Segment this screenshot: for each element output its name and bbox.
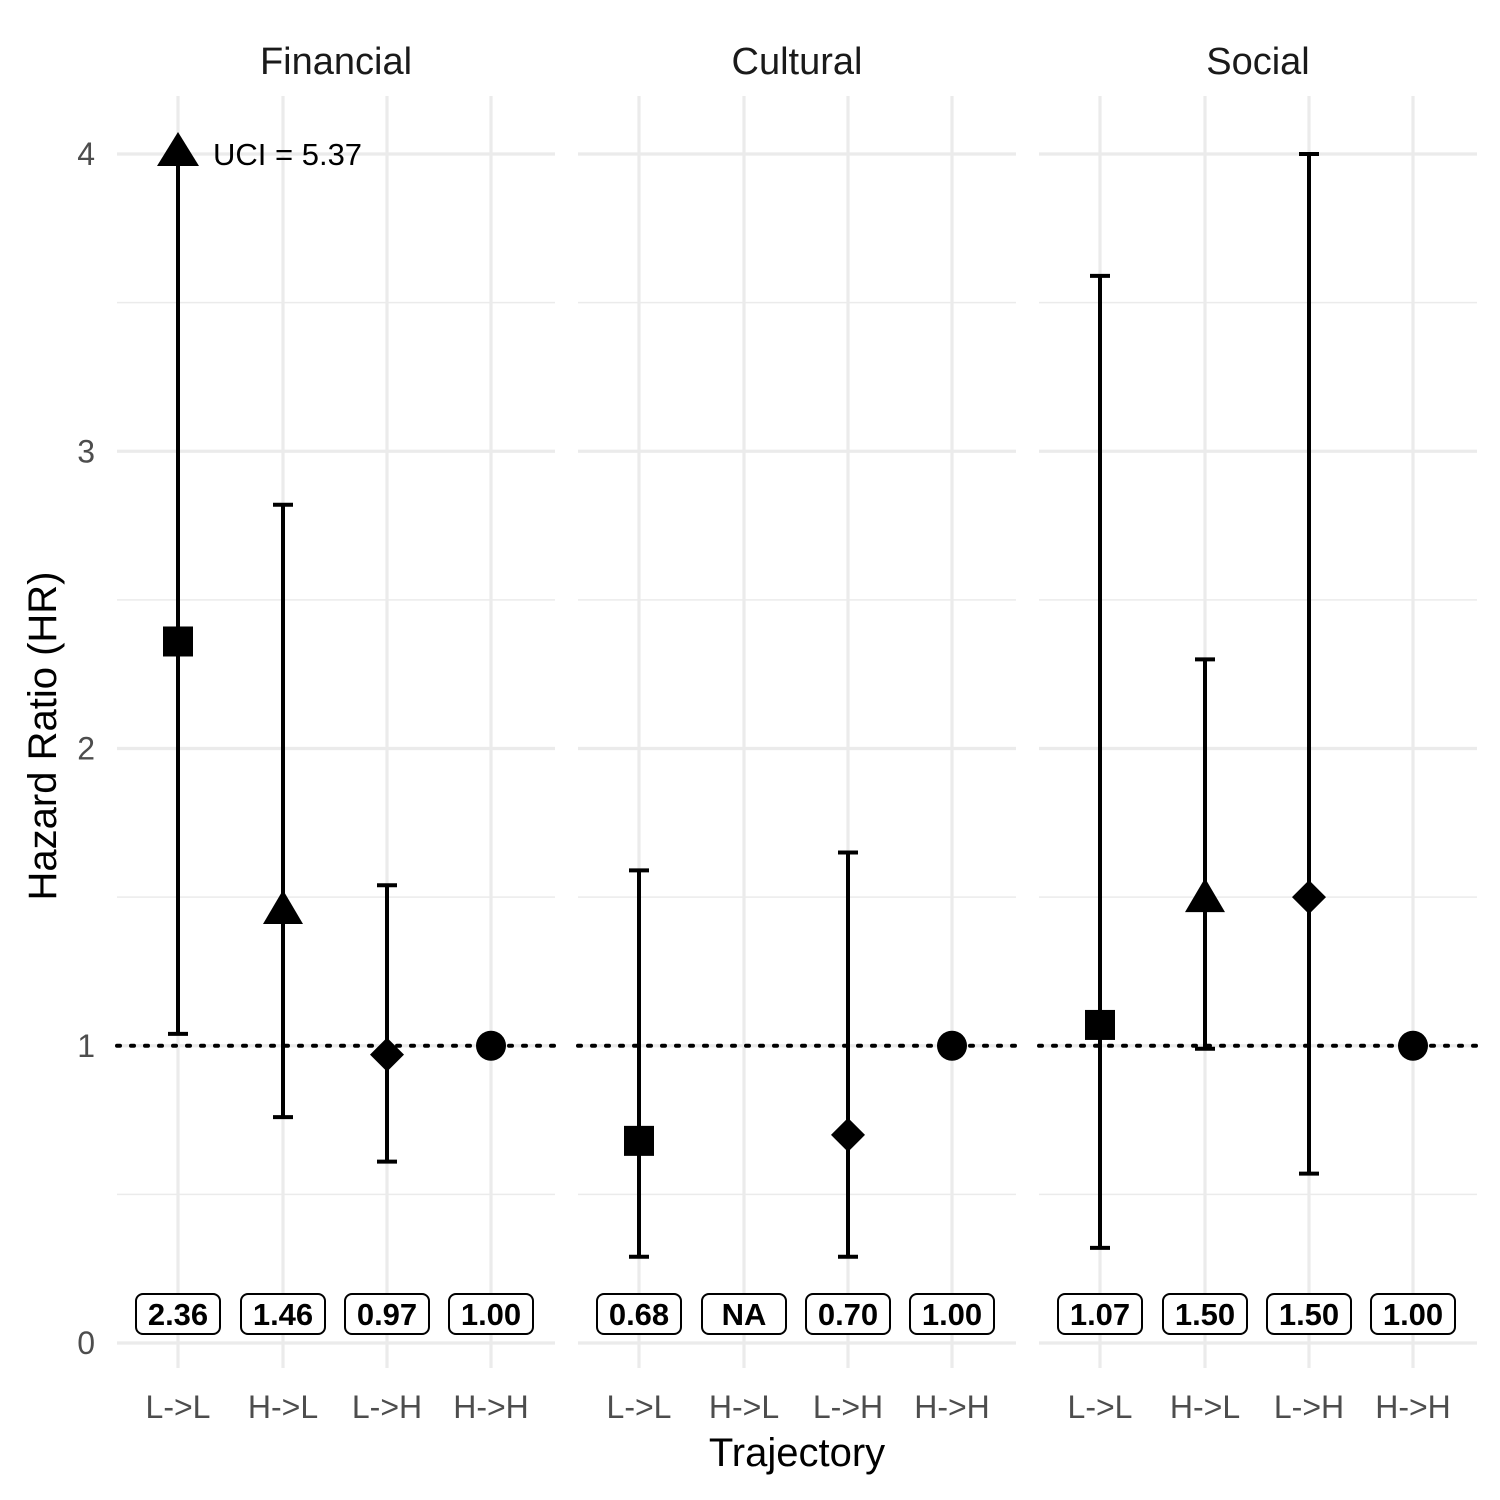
point-diamond-social xyxy=(1292,880,1326,915)
value-label: 1.00 xyxy=(1383,1297,1443,1332)
x-tick-label: H->L xyxy=(1170,1389,1240,1425)
point-diamond-cultural xyxy=(831,1117,865,1152)
x-tick-label: H->H xyxy=(453,1389,529,1425)
value-label: 1.00 xyxy=(461,1297,521,1332)
x-axis-title: Trajectory xyxy=(709,1431,885,1475)
value-label-box xyxy=(1266,1293,1352,1335)
value-label-box xyxy=(1162,1293,1248,1335)
value-label-box xyxy=(701,1293,787,1335)
point-diamond-financial xyxy=(370,1037,404,1072)
x-tick-label: L->L xyxy=(1068,1389,1133,1425)
x-tick-label: L->H xyxy=(813,1389,883,1425)
value-label-box xyxy=(1370,1293,1456,1335)
value-labels-layer: 2.36 1.46 0.97 1.00 0.68 NA 0.70 1.00 1.07 1.50 1.… xyxy=(135,1293,1456,1335)
y-tick-label: 3 xyxy=(77,433,95,469)
point-circle-cultural xyxy=(937,1030,967,1061)
truncation-arrow xyxy=(157,132,199,166)
annotation-text: UCI = 5.37 xyxy=(213,137,362,172)
value-label: 1.50 xyxy=(1175,1297,1235,1332)
value-label: 0.70 xyxy=(818,1297,878,1332)
x-tick-label: L->L xyxy=(607,1389,672,1425)
value-label-box xyxy=(596,1293,682,1335)
x-tick-label: H->H xyxy=(1375,1389,1451,1425)
point-circle-social xyxy=(1398,1030,1428,1061)
value-label: 1.46 xyxy=(253,1297,313,1332)
y-axis-title: Hazard Ratio (HR) xyxy=(21,572,65,901)
panel-title-cultural: Cultural xyxy=(732,41,863,83)
x-tick-label: H->L xyxy=(248,1389,318,1425)
x-tick-label: H->L xyxy=(709,1389,779,1425)
y-tick-label: 1 xyxy=(77,1028,95,1064)
value-label-box xyxy=(1057,1293,1143,1335)
value-label-box xyxy=(344,1293,430,1335)
point-square-financial xyxy=(163,626,193,657)
x-tick-label: L->L xyxy=(146,1389,211,1425)
value-label-box xyxy=(135,1293,221,1335)
panel-title-social: Social xyxy=(1206,41,1310,83)
value-label: 1.50 xyxy=(1279,1297,1339,1332)
value-label: 1.00 xyxy=(922,1297,982,1332)
point-circle-financial xyxy=(476,1030,506,1061)
x-tick-label: L->H xyxy=(1274,1389,1344,1425)
marks-layer xyxy=(157,132,1428,1259)
point-square-cultural xyxy=(624,1125,654,1156)
point-square-social xyxy=(1085,1009,1115,1040)
point-triangle-social xyxy=(1185,878,1225,913)
panel-title-financial: Financial xyxy=(260,41,412,83)
value-label: 0.68 xyxy=(609,1297,669,1332)
grid-layer xyxy=(117,96,1477,1368)
value-label-box xyxy=(448,1293,534,1335)
value-label: 2.36 xyxy=(148,1297,208,1332)
value-label-box xyxy=(805,1293,891,1335)
x-tick-label: L->H xyxy=(352,1389,422,1425)
y-tick-label: 4 xyxy=(77,136,95,172)
value-label: 0.97 xyxy=(357,1297,417,1332)
value-label-box xyxy=(909,1293,995,1335)
point-triangle-financial xyxy=(263,890,303,925)
x-tick-label: H->H xyxy=(914,1389,990,1425)
y-tick-label: 2 xyxy=(77,731,95,767)
value-label: NA xyxy=(722,1297,767,1332)
y-tick-label: 0 xyxy=(77,1325,95,1361)
value-label-box xyxy=(240,1293,326,1335)
value-label: 1.07 xyxy=(1070,1297,1130,1332)
axis-text-layer: Financial L->L H->L L->H H->H Cultural L->L H->… xyxy=(77,41,1451,1425)
